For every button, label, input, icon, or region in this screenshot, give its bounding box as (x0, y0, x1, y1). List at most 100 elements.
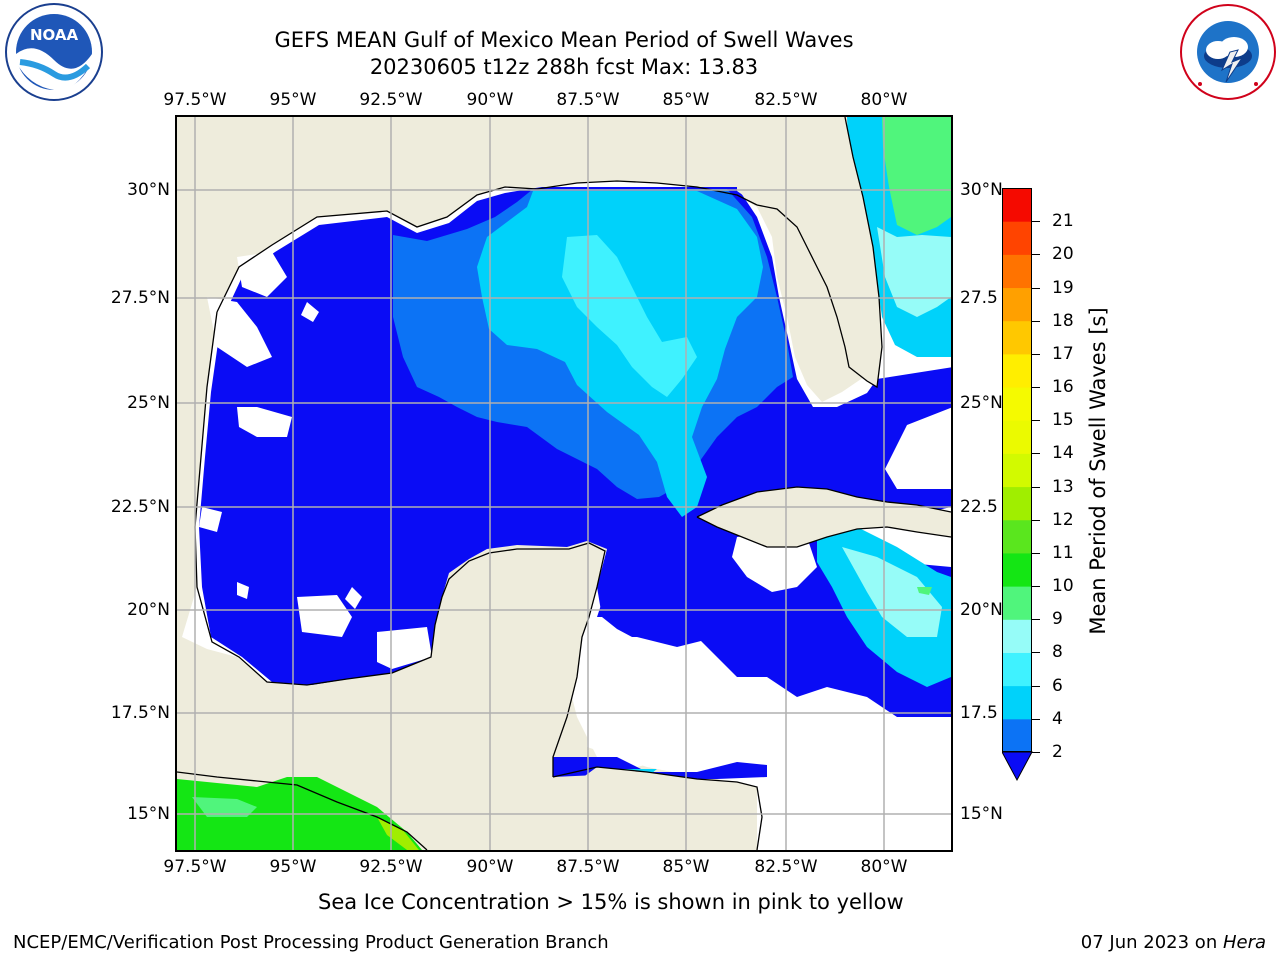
lon-tick-top: 95°W (269, 90, 317, 110)
sea-ice-note: Sea Ice Concentration > 15% is shown in … (318, 890, 904, 914)
colorbar-tick-mark (1032, 552, 1040, 554)
noaa-logo-text: NOAA (30, 26, 79, 44)
colorbar-tick-mark (1032, 752, 1040, 753)
colorbar-tick-mark (1032, 353, 1040, 355)
pacific-coast (177, 771, 428, 850)
colorbar-segment (1002, 287, 1032, 322)
atlantic-east-fl-green (882, 117, 951, 235)
colorbar-segment (1002, 619, 1032, 653)
caribbean-no-data (587, 637, 777, 777)
gulf-no-data-3 (237, 407, 292, 437)
map-subtitle: 20230605 t12z 288h fcst Max: 13.83 (369, 55, 759, 79)
colorbar-segment (1002, 552, 1032, 587)
colorbar-extend-arrow (1001, 751, 1033, 782)
colorbar-tick-label: 13 (1052, 476, 1074, 497)
footer-date: 07 Jun 2023 on Hera (1081, 932, 1266, 953)
colorbar-segment (1002, 387, 1032, 421)
central-america-coast (552, 766, 763, 850)
caribbean-green (917, 587, 932, 595)
lon-tick-bottom: 80°W (860, 857, 908, 877)
lat-tick-right: 27.5 (960, 288, 998, 308)
swell-period-map (177, 117, 951, 850)
lat-tick-left: 17.5°N (110, 703, 170, 723)
colorbar-tick-label: 12 (1052, 509, 1074, 530)
colorbar-tick-mark (1032, 685, 1040, 687)
lon-tick-top: 87.5°W (556, 90, 620, 110)
mexico-gulf-coast (194, 311, 606, 777)
colorbar-tick-label: 6 (1052, 675, 1063, 696)
central-america-lightgreen (192, 797, 257, 817)
colorbar-segment (1002, 586, 1032, 620)
colorbar-tick-mark (1032, 453, 1040, 455)
colorbar-tick-label: 20 (1052, 244, 1074, 265)
gulf-no-data-8 (301, 302, 319, 322)
colorbar-tick-mark (1032, 254, 1040, 256)
gulf-no-data-9 (199, 507, 222, 532)
lon-tick-bottom: 90°W (466, 857, 514, 877)
atlantic-east-fl-light (877, 227, 951, 317)
lat-tick-right: 22.5 (960, 497, 998, 517)
colorbar-tick-mark (1032, 387, 1040, 389)
us-gulf-coast (216, 180, 758, 313)
swell-period-4-6s (477, 191, 763, 517)
colorbar-label: Mean Period of Swell Waves [s] (1086, 307, 1110, 635)
colorbar-segment (1002, 685, 1032, 720)
caribbean-light (842, 547, 942, 637)
colorbar (1001, 188, 1034, 782)
colorbar-tick-label: 18 (1052, 310, 1074, 331)
colorbar-segment (1002, 652, 1032, 687)
lon-tick-bottom: 92.5°W (359, 857, 423, 877)
gulf-no-data-6 (345, 587, 362, 609)
colorbar-segment (1002, 486, 1032, 521)
footer-machine: Hera (1222, 932, 1266, 953)
lat-tick-right: 20°N (960, 600, 1003, 620)
lon-tick-bottom: 97.5°W (163, 857, 227, 877)
lon-tick-top: 82.5°W (754, 90, 818, 110)
colorbar-tick-label: 10 (1052, 576, 1074, 597)
lat-tick-right: 30°N (960, 180, 1003, 200)
lon-tick-top: 90°W (466, 90, 514, 110)
lat-tick-left: 22.5°N (110, 497, 170, 517)
cuba-coast (696, 486, 951, 548)
colorbar-tick-mark (1032, 619, 1040, 621)
lon-tick-bottom: 95°W (269, 857, 317, 877)
lon-tick-top: 85°W (662, 90, 710, 110)
colorbar-tick-label: 4 (1052, 708, 1063, 729)
lat-tick-left: 25°N (127, 393, 170, 413)
gulf-no-data-2 (207, 297, 272, 367)
colorbar-tick-label: 21 (1052, 211, 1074, 232)
colorbar-tick-mark (1032, 519, 1040, 521)
gulf-no-data-7 (237, 582, 249, 599)
gulf-no-data-1 (237, 252, 287, 297)
colorbar-segment (1002, 353, 1032, 388)
footer-date-text: 07 Jun 2023 on (1080, 932, 1223, 953)
lat-tick-right: 15°N (960, 804, 1003, 824)
central-america-yellowgreen (377, 817, 419, 850)
lat-tick-right: 25°N (960, 393, 1003, 413)
colorbar-tick-mark (1032, 586, 1040, 588)
nws-logo (1178, 2, 1278, 102)
colorbar-tick-label: 14 (1052, 443, 1074, 464)
lat-tick-left: 20°N (127, 600, 170, 620)
lon-tick-top: 97.5°W (163, 90, 227, 110)
colorbar-tick-label: 11 (1052, 542, 1074, 563)
lon-tick-bottom: 87.5°W (556, 857, 620, 877)
footer-left: NCEP/EMC/Verification Post Processing Pr… (13, 932, 609, 953)
colorbar-tick-mark (1032, 221, 1040, 223)
colorbar-segment (1002, 188, 1032, 222)
colorbar-tick-label: 15 (1052, 410, 1074, 431)
colorbar-tick-label: 16 (1052, 377, 1074, 398)
graticule (177, 117, 951, 850)
colorbar-tick-label: 19 (1052, 277, 1074, 298)
colorbar-segment (1002, 254, 1032, 289)
map-area (175, 115, 953, 852)
honduras-land (457, 767, 757, 850)
colorbar-tick-mark (1032, 320, 1040, 322)
colorbar-tick-mark (1032, 718, 1040, 720)
swell-period-6-8s (562, 235, 697, 397)
cuba-land (697, 487, 951, 547)
florida-coast (756, 117, 883, 389)
yucatan-land (445, 543, 605, 777)
colorbar-tick-mark (1032, 287, 1040, 289)
lon-tick-top: 92.5°W (359, 90, 423, 110)
